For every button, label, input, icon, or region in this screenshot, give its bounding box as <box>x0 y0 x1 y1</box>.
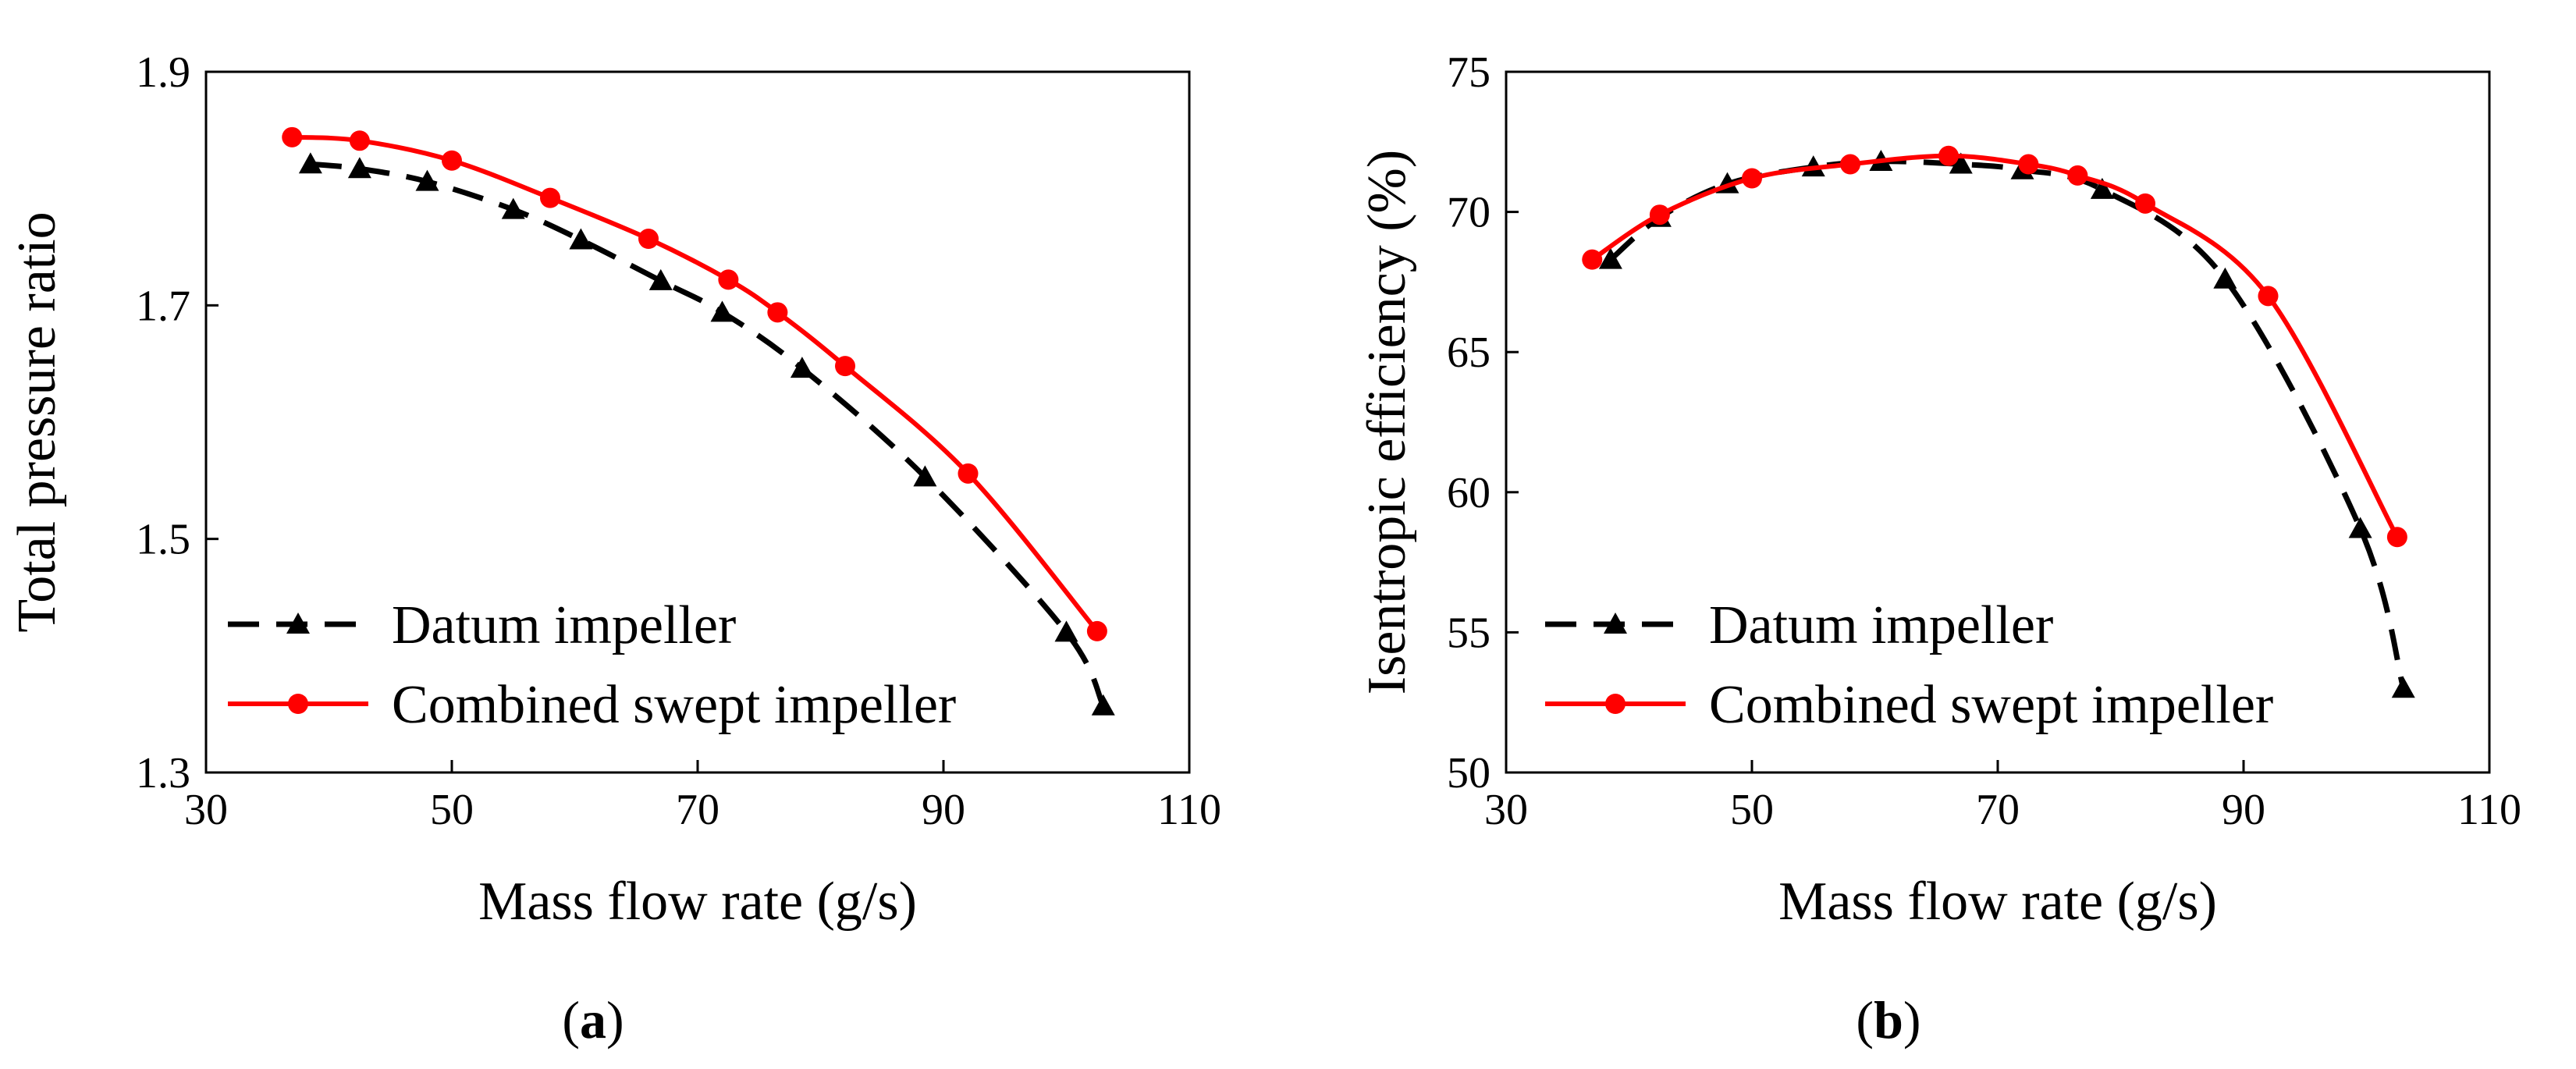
x-tick-label: 90 <box>2222 786 2265 834</box>
legend-marker <box>1605 694 1626 714</box>
data-point-datum <box>2213 267 2237 289</box>
legend-marker <box>288 694 308 714</box>
x-tick-label: 110 <box>2457 786 2521 834</box>
data-point-datum <box>2090 177 2114 199</box>
data-point-datum <box>501 197 525 219</box>
data-point-combined <box>282 126 303 147</box>
series-line-combined <box>292 134 1100 633</box>
data-point-combined <box>2067 165 2088 186</box>
data-point-combined <box>638 229 659 250</box>
y-tick-label: 70 <box>1447 189 1491 237</box>
y-axis-title: Isentropic efficiency (%) <box>1357 150 1417 694</box>
data-point-datum <box>913 465 937 487</box>
y-tick-label: 75 <box>1447 48 1491 97</box>
data-point-combined <box>540 187 560 208</box>
panel-label: (a) <box>562 990 624 1049</box>
legend-label: Combined swept impeller <box>1709 675 2273 735</box>
data-point-datum <box>569 228 593 250</box>
data-point-combined <box>1649 204 1670 226</box>
data-point-datum <box>415 169 439 191</box>
data-point-combined <box>2135 193 2155 214</box>
data-point-datum <box>1054 620 1078 642</box>
y-axis-title: Total pressure ratio <box>7 211 67 632</box>
axis-ticks: 30 50 70 90 110 1.3 1.5 1.7 1.9 <box>136 48 1221 834</box>
x-tick-label: 70 <box>676 786 720 834</box>
x-tick-label: 50 <box>1730 786 1774 834</box>
x-tick-label: 110 <box>1157 786 1221 834</box>
y-tick-label: 1.9 <box>136 48 190 97</box>
data-point-combined <box>2018 154 2039 175</box>
x-tick-label: 30 <box>1484 786 1528 834</box>
legend: Datum impeller Combined swept impeller <box>1545 595 2273 735</box>
data-point-datum <box>347 157 371 179</box>
x-tick-label: 50 <box>430 786 474 834</box>
data-point-combined <box>1938 145 1959 166</box>
series-line-datum <box>1608 158 2407 690</box>
data-point-combined <box>1582 249 1603 270</box>
data-point-combined <box>718 269 739 290</box>
x-axis-title: Mass flow rate (g/s) <box>478 872 917 932</box>
y-tick-label: 60 <box>1447 469 1491 517</box>
data-point-combined <box>767 302 788 323</box>
data-point-combined <box>1840 154 1860 175</box>
data-point-datum <box>1091 694 1115 716</box>
data-point-combined <box>835 356 855 377</box>
data-point-combined <box>1086 620 1107 641</box>
data-point-combined <box>2386 527 2407 548</box>
y-tick-label: 65 <box>1447 329 1491 377</box>
y-tick-label: 1.5 <box>136 516 190 564</box>
legend: Datum impeller Combined swept impeller <box>228 595 956 735</box>
data-point-combined <box>958 463 979 484</box>
data-point-combined <box>349 130 370 151</box>
y-tick-label: 1.3 <box>136 749 190 797</box>
series-layer <box>1582 145 2415 698</box>
data-point-datum <box>298 152 322 174</box>
series-layer <box>282 126 1115 716</box>
y-tick-label: 55 <box>1447 609 1491 657</box>
data-point-datum <box>2391 677 2415 698</box>
legend-label: Datum impeller <box>392 595 736 655</box>
y-tick-label: 50 <box>1447 749 1491 797</box>
legend-label: Combined swept impeller <box>392 675 956 735</box>
panel-a: 30 50 70 90 110 1.3 1.5 1.7 1.9 Datum impeller Co… <box>7 48 1221 1049</box>
x-tick-label: 70 <box>1976 786 2020 834</box>
data-point-combined <box>2258 286 2279 307</box>
data-point-datum <box>1949 152 1973 174</box>
y-tick-label: 1.7 <box>136 282 190 330</box>
data-point-combined <box>1742 168 1762 189</box>
legend-marker <box>286 613 310 634</box>
data-point-datum <box>1598 247 1622 269</box>
data-point-datum <box>648 268 673 290</box>
legend-marker <box>1604 613 1627 634</box>
panel-label: (b) <box>1856 990 1920 1049</box>
x-tick-label: 90 <box>922 786 965 834</box>
legend-label: Datum impeller <box>1709 595 2053 655</box>
data-point-datum <box>2348 517 2372 538</box>
series-line-combined <box>1590 153 2400 538</box>
data-point-datum <box>710 300 734 322</box>
x-axis-title: Mass flow rate (g/s) <box>1778 872 2217 932</box>
data-point-datum <box>790 357 814 378</box>
data-point-combined <box>442 150 462 171</box>
x-tick-label: 30 <box>184 786 228 834</box>
